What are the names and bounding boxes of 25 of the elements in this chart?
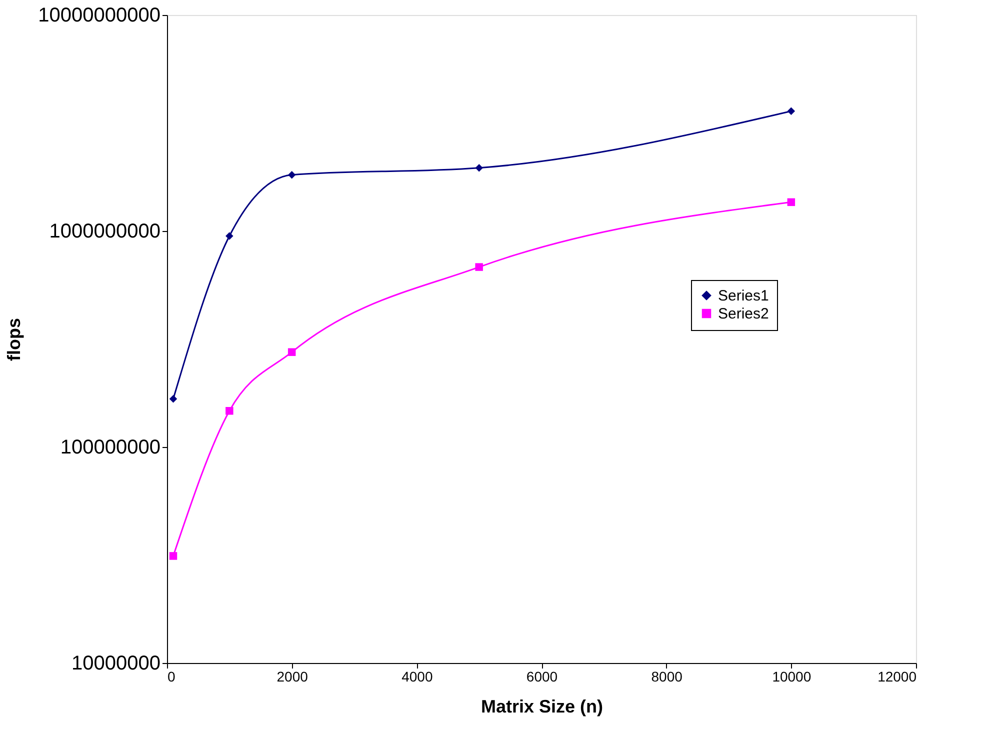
x-tick-label: 0 xyxy=(168,668,176,684)
x-tick-label: 8000 xyxy=(651,668,683,684)
point xyxy=(169,395,178,403)
point xyxy=(226,232,234,240)
x-tick-label: 4000 xyxy=(402,668,433,684)
point xyxy=(288,170,296,179)
x-tick-label: 2000 xyxy=(276,668,308,684)
y-tick-label: 1000000000 xyxy=(49,220,160,242)
x-tick-label: 12000 xyxy=(878,668,917,684)
point xyxy=(288,348,296,356)
legend-label: Series2 xyxy=(718,306,769,322)
point xyxy=(787,198,796,206)
point xyxy=(475,164,483,172)
y-tick-label: 100000000 xyxy=(60,436,160,458)
y-tick-label: 10000000 xyxy=(72,652,160,674)
point xyxy=(169,552,178,560)
y-axis-title: flops xyxy=(4,318,24,361)
point xyxy=(226,406,234,415)
point xyxy=(475,263,483,271)
x-tick-label: 10000 xyxy=(772,668,812,684)
x-axis-title: Matrix Size (n) xyxy=(480,696,604,716)
legend-label: Series1 xyxy=(718,288,769,304)
y-tick-label: 10000000000 xyxy=(38,4,160,26)
point xyxy=(787,107,796,115)
x-tick-label: 6000 xyxy=(526,668,558,684)
